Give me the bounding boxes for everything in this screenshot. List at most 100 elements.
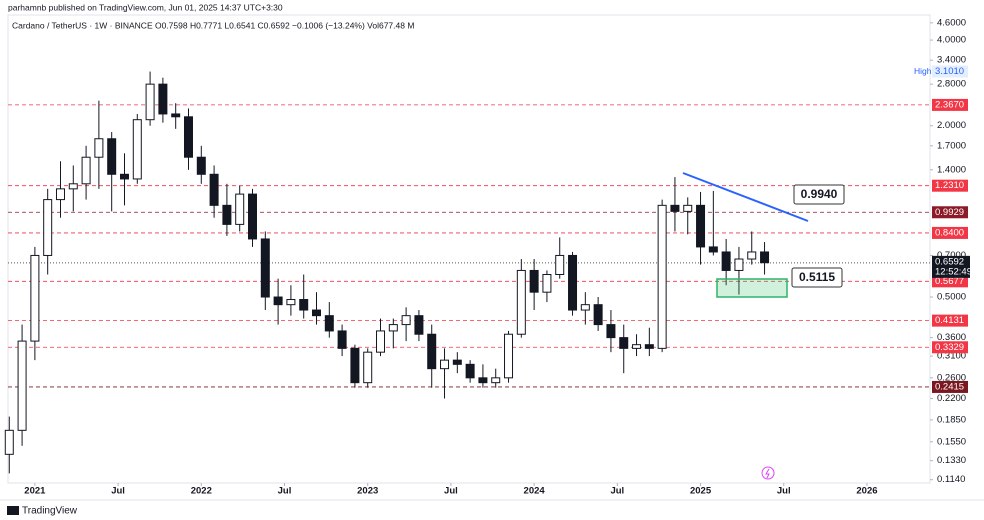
candle-body: [516, 269, 526, 335]
x-tick-label: Jul: [111, 486, 125, 497]
level-label: 2.3670: [935, 99, 964, 110]
level-label-bg: [932, 98, 968, 111]
level-label-bg: [932, 275, 968, 288]
candle-body: [132, 119, 142, 180]
candle-body: [30, 254, 40, 342]
candle-body: [401, 315, 411, 326]
candle-body: [43, 199, 53, 256]
callout-box: [793, 184, 845, 205]
level-label: 0.9929: [935, 207, 964, 218]
candle-body: [68, 183, 78, 190]
trendline: [682, 172, 809, 222]
candle-body: [670, 204, 680, 212]
candle-body: [683, 204, 693, 212]
y-tick-label: 0.1330: [937, 455, 966, 466]
candle-body: [555, 254, 565, 275]
callout: 0.5115: [799, 270, 835, 284]
x-tick-label: 2024: [524, 486, 546, 497]
candle-body: [657, 204, 667, 349]
candle-body: [235, 193, 245, 225]
candle-body: [580, 304, 590, 311]
level-label-bg: [932, 226, 968, 239]
candle-body: [209, 173, 219, 206]
x-tick-label: Jul: [610, 486, 624, 497]
y-tick-label: 0.1140: [937, 474, 965, 485]
level-label: 0.2415: [935, 381, 964, 392]
candle-body: [183, 116, 193, 158]
y-tick-label: 0.5000: [937, 292, 966, 303]
y-tick-label: 4.0000: [937, 35, 966, 46]
callout-box: [791, 267, 843, 288]
candle-body: [55, 188, 65, 201]
candle-body: [171, 113, 181, 118]
candle-body: [632, 344, 642, 349]
candle-body: [273, 296, 283, 306]
level-label-bg: [932, 314, 968, 327]
y-tick-label: 0.3600: [937, 332, 966, 343]
candle-body: [17, 340, 27, 431]
candle-body: [696, 204, 706, 248]
y-tick-label: 0.7000: [937, 250, 966, 261]
candle-body: [568, 254, 578, 311]
y-tick-label: 2.0000: [937, 120, 966, 131]
y-tick-label: 0.2200: [937, 393, 966, 404]
countdown: 12:52:49: [935, 266, 972, 277]
candle-body: [440, 359, 450, 370]
logo: [7, 506, 19, 515]
candle-body: [312, 309, 322, 317]
level-label: 1.2310: [935, 180, 964, 191]
candle-body: [388, 324, 398, 332]
level-label-bg: [932, 341, 968, 354]
candle-body: [414, 315, 424, 335]
high-value: 3.1010: [935, 66, 964, 77]
callout: 0.9940: [801, 187, 838, 201]
publisher: parhamnb published on TradingView.com, J…: [8, 2, 283, 12]
candle-body: [94, 138, 104, 158]
candle-body: [504, 333, 514, 379]
candle-body: [222, 204, 232, 225]
high-label: High: [914, 66, 932, 76]
high-bg: [932, 65, 968, 78]
x-tick-label: 2026: [856, 486, 877, 497]
y-tick-label: 0.1550: [937, 436, 966, 447]
candle-body: [260, 238, 270, 298]
level-label: 0.5677: [935, 276, 964, 287]
level-label-bg: [932, 206, 968, 219]
y-tick-label: 2.8000: [937, 79, 966, 90]
support-box: [716, 278, 788, 298]
candle-body: [619, 337, 629, 349]
candle-body: [299, 299, 309, 311]
y-tick-label: 1.7000: [937, 140, 966, 151]
y-tick-label: 0.2600: [937, 372, 966, 383]
candle-body: [760, 251, 770, 264]
candle-body: [119, 173, 129, 180]
candle-body: [81, 156, 91, 185]
candle-body: [248, 193, 258, 240]
candle-body: [721, 251, 731, 271]
candle-body: [644, 344, 654, 349]
candle-body: [158, 83, 168, 115]
candle-body: [427, 333, 437, 370]
y-tick-label: 0.3100: [937, 351, 966, 362]
current-price-label: 0.6592: [935, 256, 964, 267]
x-tick-label: Jul: [777, 486, 791, 497]
y-tick-label: 0.1850: [937, 414, 966, 425]
candle-body: [734, 258, 744, 271]
symbol-info: Cardano / TetherUS · 1W · BINANCE O0.759…: [12, 20, 414, 30]
x-tick-label: 2025: [690, 486, 712, 497]
y-tick-label: 4.6000: [937, 17, 966, 28]
candle-body: [196, 156, 206, 175]
pane-border: [7, 14, 931, 484]
y-tick-label: 1.4000: [937, 164, 966, 175]
plot: 4.6000 4.0000 3.4000 2.8000 2.0000 1.7000 1.40…: [4, 17, 972, 497]
candle-body: [363, 351, 373, 384]
x-tick-label: 2023: [357, 486, 378, 497]
x-tick-label: 2022: [191, 486, 212, 497]
candle-body: [145, 83, 155, 121]
candle-body: [376, 330, 386, 353]
level-label-bg: [932, 179, 968, 192]
x-tick-label: Jul: [278, 486, 292, 497]
event-icon[interactable]: [761, 466, 775, 480]
candle-body: [606, 324, 616, 339]
